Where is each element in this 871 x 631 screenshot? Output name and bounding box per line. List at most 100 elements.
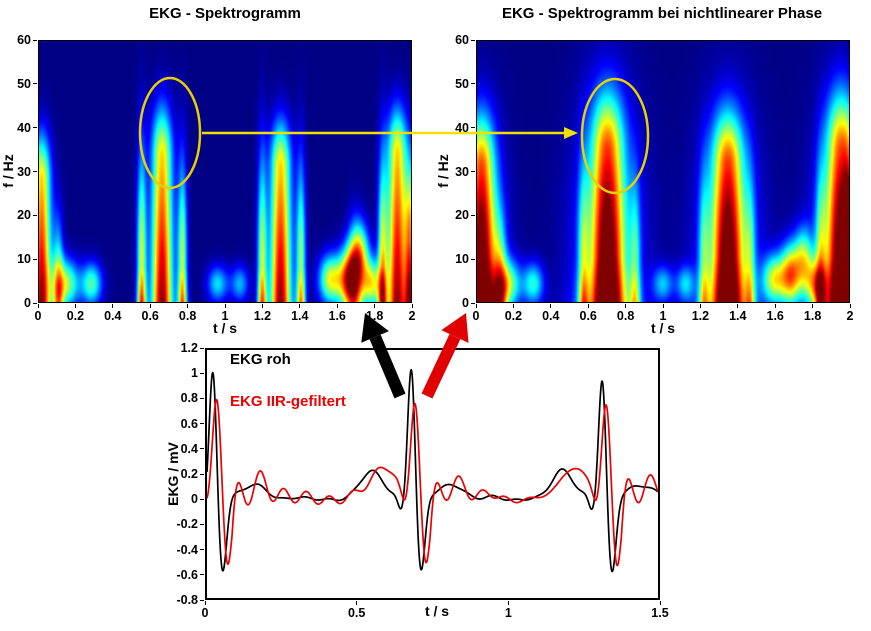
spec_right-x-tick-label: 1.6	[766, 309, 784, 323]
spec_left-x-tick-mark	[149, 304, 151, 308]
spec_left-y-tick-mark	[33, 39, 37, 41]
ekg-y-tick-label: -0.8	[176, 593, 198, 607]
right-spectrogram-plot-area	[476, 40, 850, 303]
spec_right-y-tick-label: 50	[455, 76, 469, 91]
right-spectrogram-xlabel: t / s	[650, 320, 676, 336]
ekg-x-tick-mark	[659, 601, 661, 605]
right-spectrogram-heatmap	[477, 41, 849, 302]
spec_right-y-tick-mark	[471, 83, 475, 85]
spec_left-y-tick-label: 20	[17, 208, 31, 223]
left-spectrogram-title: EKG - Spektrogramm	[149, 5, 301, 22]
spec_right-x-tick-label: 0.8	[616, 309, 635, 323]
spec_left-x-tick-label: 0	[34, 309, 42, 323]
ekg-x-tick-label: 0	[201, 606, 209, 620]
right-spectrogram-ylabel: f / Hz	[435, 154, 451, 188]
left-spectrogram-xlabel: t / s	[212, 320, 238, 336]
spec_left-x-tick-mark	[374, 304, 376, 308]
spec_right-y-tick-label: 10	[455, 252, 469, 267]
ekg-traces-plot	[207, 350, 658, 598]
ekg-y-tick-label: 0.4	[180, 441, 198, 456]
spec_left-x-tick-label: 1.6	[328, 309, 346, 323]
spec_left-y-tick-mark	[33, 83, 37, 85]
ekg-y-tick-mark	[200, 549, 204, 551]
spec_right-x-tick-mark	[512, 304, 514, 308]
spec_left-x-tick-mark	[37, 304, 39, 308]
spec_right-x-tick-label: 1.8	[803, 309, 822, 323]
spec_right-x-tick-mark	[475, 304, 477, 308]
spec_right-x-tick-mark	[625, 304, 627, 308]
spec_left-y-tick-label: 60	[17, 33, 31, 47]
ekg-y-tick-label: 1.2	[180, 341, 198, 355]
spec_right-y-tick-label: 30	[455, 164, 469, 179]
ekg-y-tick-label: -0.4	[176, 542, 198, 557]
spec_right-x-tick-label: 0.6	[579, 309, 597, 323]
left-spectrogram-ylabel: f / Hz	[0, 154, 16, 188]
spec_left-x-tick-label: 0.8	[178, 309, 197, 323]
left-spectrogram-heatmap	[39, 41, 411, 302]
ekg-y-tick-label: 0.2	[180, 467, 198, 481]
ekg-y-tick-mark	[200, 448, 204, 450]
ekg-y-tick-label: 1	[191, 366, 198, 381]
ekg-y-tick-mark	[200, 599, 204, 601]
spec_left-y-tick-mark	[33, 214, 37, 216]
spec_left-x-tick-mark	[112, 304, 114, 308]
legend-ekg-roh: EKG roh	[230, 351, 291, 368]
spec_left-y-tick-label: 50	[17, 76, 31, 91]
spec_left-x-tick-label: 1.4	[291, 309, 309, 323]
spec_left-x-tick-mark	[224, 304, 226, 308]
spec_left-x-tick-label: 1	[221, 309, 229, 323]
ekg-plot-ylabel: EKG / mV	[165, 442, 181, 506]
spec_right-y-tick-mark	[471, 39, 475, 41]
ekg-y-tick-label: 0.6	[180, 416, 198, 431]
spec_right-y-tick-mark	[471, 171, 475, 172]
ekg-y-tick-mark	[200, 397, 204, 399]
spec_right-x-tick-mark	[812, 304, 814, 308]
ekg-x-tick-mark	[356, 601, 358, 605]
spec_left-x-tick-mark	[74, 304, 76, 308]
spec_right-x-tick-label: 2	[846, 309, 854, 323]
ekg-y-tick-label: -0.6	[176, 567, 198, 582]
ekg-y-tick-mark	[200, 372, 204, 374]
ekg-y-tick-mark	[200, 423, 204, 425]
spec_right-x-tick-mark	[699, 304, 701, 308]
spec_right-x-tick-label: 0	[472, 309, 480, 323]
left-spectrogram-plot-area	[38, 40, 412, 303]
spec_left-y-tick-label: 30	[17, 164, 31, 179]
ekg-y-tick-label: 0.8	[180, 391, 198, 406]
ekg-plot-area	[205, 348, 660, 600]
spec_left-y-tick-label: 0	[24, 296, 31, 310]
spec_left-x-tick-label: 2	[408, 309, 416, 323]
spec_left-y-tick-label: 10	[17, 252, 31, 267]
spec_left-y-tick-mark	[33, 302, 37, 304]
spec_right-x-tick-mark	[587, 304, 589, 308]
spec_left-x-tick-label: 0.4	[104, 309, 122, 323]
ekg-y-tick-mark	[200, 523, 204, 525]
spec_right-y-tick-label: 0	[462, 296, 469, 310]
spec_right-x-tick-mark	[849, 304, 851, 308]
spec_right-y-tick-label: 40	[455, 120, 469, 135]
spec_right-x-tick-label: 1.4	[729, 309, 747, 323]
ekg-plot-xlabel: t / s	[424, 603, 450, 619]
ekg-x-tick-mark	[507, 601, 509, 605]
spec_left-y-tick-label: 40	[17, 120, 31, 135]
spec_left-x-tick-label: 1.2	[253, 309, 272, 323]
spec_right-x-tick-label: 0.2	[504, 309, 523, 323]
spec_right-x-tick-mark	[550, 304, 552, 308]
ekg-y-tick-label: -0.2	[176, 517, 198, 532]
spec_left-x-tick-label: 1.8	[365, 309, 384, 323]
ekg-y-tick-mark	[200, 574, 204, 576]
spec_right-y-tick-mark	[471, 258, 475, 260]
spec_right-y-tick-mark	[471, 214, 475, 216]
ekg-x-tick-label: 1	[504, 606, 512, 620]
spec_right-y-tick-mark	[471, 302, 475, 304]
right-spectrogram-title: EKG - Spektrogramm bei nichtlinearer Pha…	[501, 5, 823, 22]
spec_left-y-tick-mark	[33, 171, 37, 172]
spec_left-y-tick-mark	[33, 127, 37, 129]
spec_left-x-tick-label: 0.6	[141, 309, 159, 323]
spec_right-x-tick-label: 0.4	[542, 309, 560, 323]
spec_right-x-tick-mark	[737, 304, 739, 308]
ekg-x-tick-label: 1.5	[651, 606, 669, 620]
ekg-x-tick-mark	[204, 601, 206, 605]
spec_left-x-tick-mark	[187, 304, 189, 308]
